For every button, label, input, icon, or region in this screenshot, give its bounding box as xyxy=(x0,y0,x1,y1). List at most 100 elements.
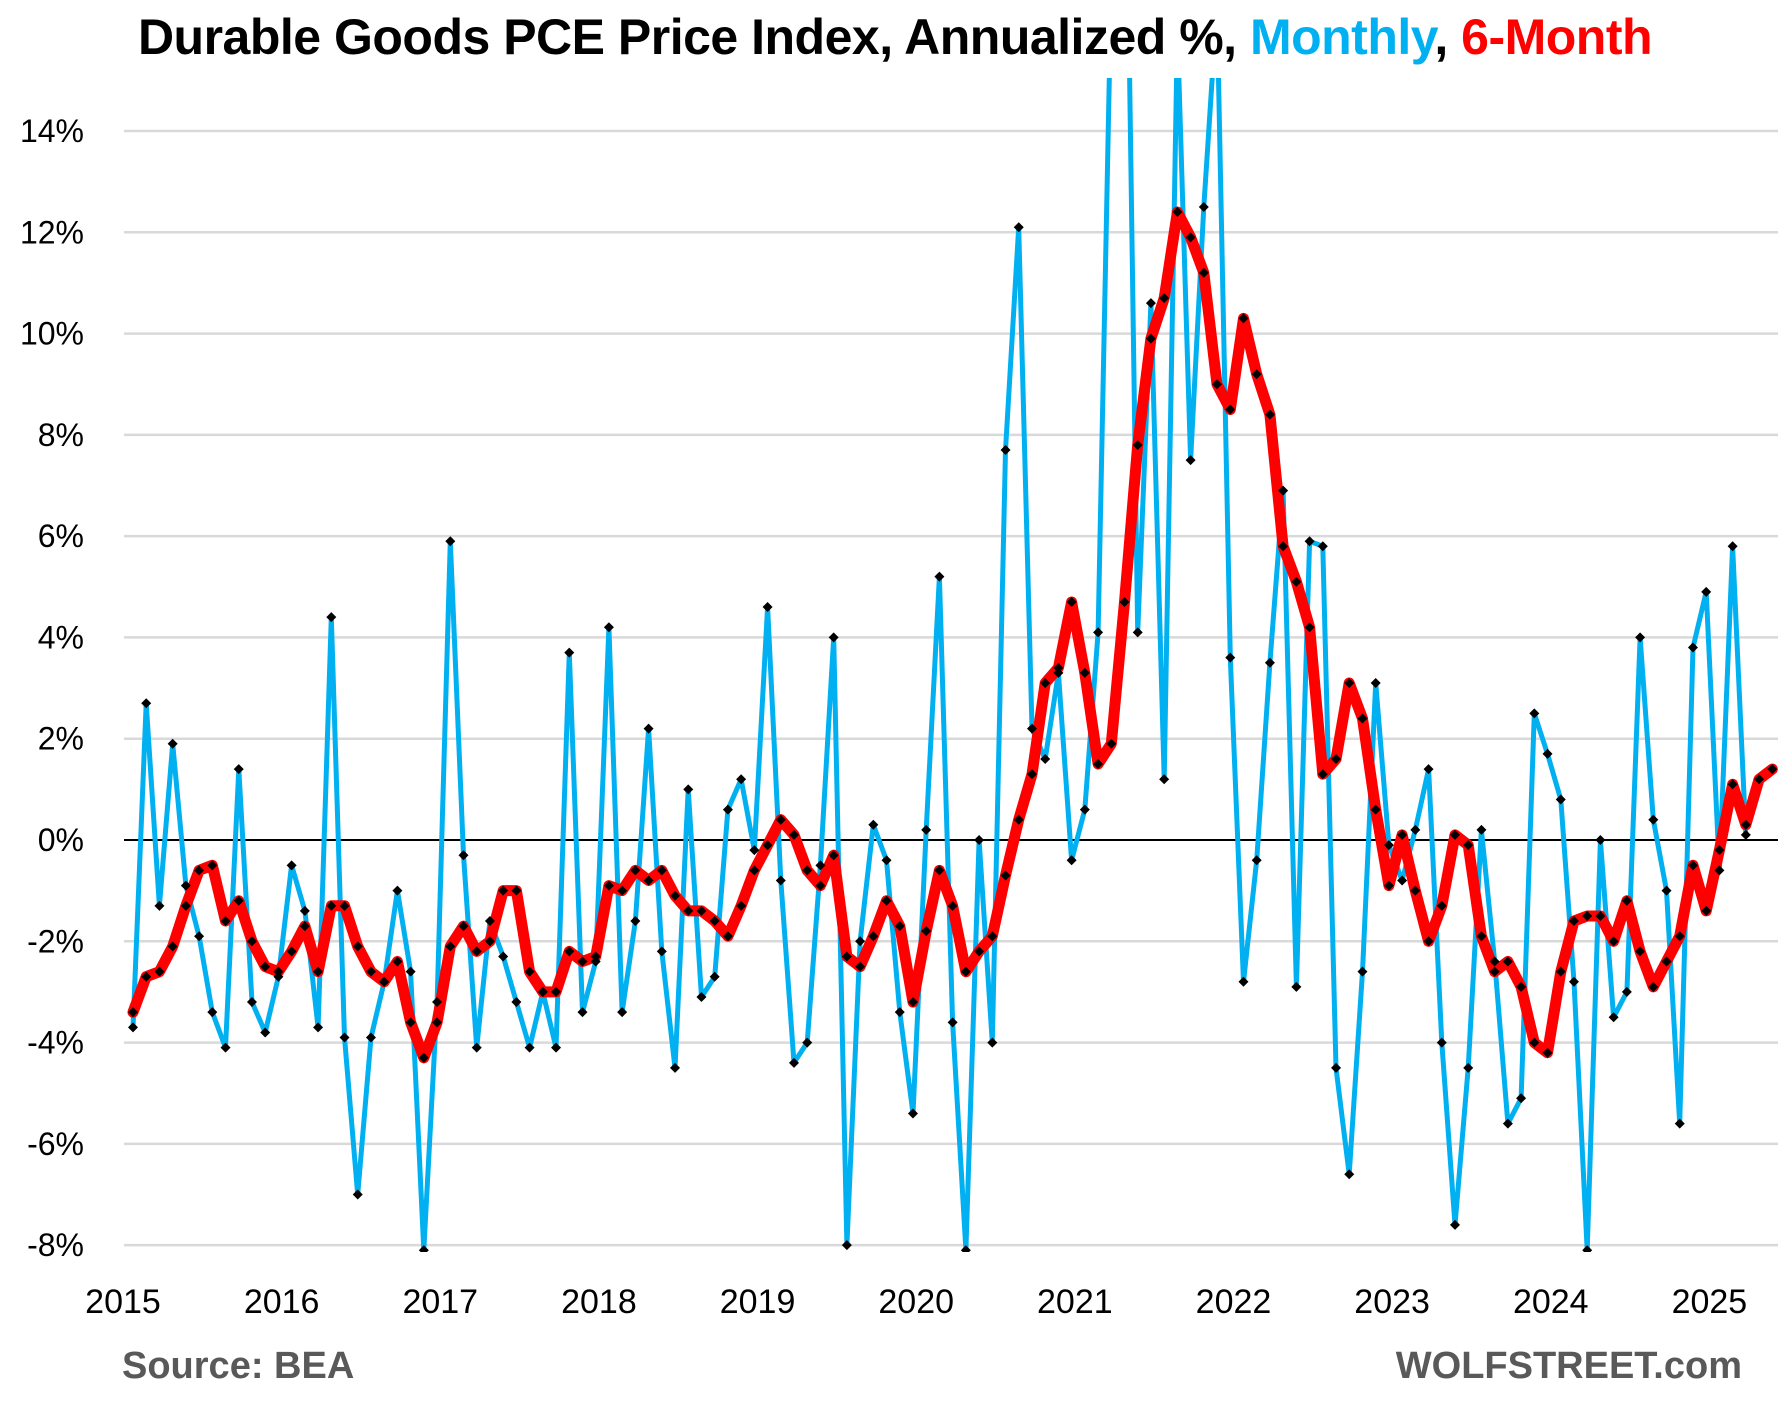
data-point-marker xyxy=(233,895,244,906)
y-tick-label: 0% xyxy=(38,822,84,858)
data-point-marker xyxy=(551,1042,562,1053)
data-point-marker xyxy=(564,946,575,957)
data-point-marker xyxy=(1357,966,1368,977)
data-point-marker xyxy=(1687,860,1698,871)
data-point-marker xyxy=(828,632,839,643)
data-point-marker xyxy=(1516,981,1527,992)
data-point-marker xyxy=(537,986,548,997)
data-point-marker xyxy=(1568,916,1579,927)
y-tick-label: 14% xyxy=(20,113,84,149)
data-point-marker xyxy=(1582,1245,1593,1252)
data-point-marker xyxy=(630,916,641,927)
title-monthly-legend: Monthly xyxy=(1249,9,1435,65)
data-point-marker xyxy=(432,997,443,1008)
data-point-marker xyxy=(511,997,522,1008)
data-point-marker xyxy=(1542,1047,1553,1058)
data-point-marker xyxy=(775,875,786,886)
data-point-marker xyxy=(1304,536,1315,547)
data-point-marker xyxy=(405,966,416,977)
data-point-marker xyxy=(656,946,667,957)
data-point-marker xyxy=(828,850,839,861)
data-point-marker xyxy=(789,1057,799,1068)
data-point-marker xyxy=(458,921,469,932)
data-point-marker xyxy=(960,1245,971,1252)
data-point-marker xyxy=(1145,298,1156,309)
data-point-marker xyxy=(458,850,469,861)
data-point-marker xyxy=(749,845,760,856)
data-point-marker xyxy=(696,991,707,1002)
data-point-marker xyxy=(392,956,403,967)
data-point-marker xyxy=(1066,855,1077,866)
data-point-marker xyxy=(1502,1118,1513,1129)
data-point-marker xyxy=(1053,667,1064,678)
data-point-marker xyxy=(299,905,310,916)
data-point-marker xyxy=(1740,829,1751,840)
data-point-marker xyxy=(881,895,892,906)
data-point-marker xyxy=(1040,753,1051,764)
data-point-marker xyxy=(1542,748,1553,759)
markers-monthly xyxy=(128,201,1751,1252)
data-point-marker xyxy=(1555,966,1566,977)
data-point-marker xyxy=(855,961,866,972)
data-point-marker xyxy=(352,1189,363,1200)
data-point-marker xyxy=(564,647,575,658)
data-point-marker xyxy=(1317,541,1328,552)
data-point-marker xyxy=(921,926,932,937)
data-point-marker xyxy=(643,875,654,886)
data-point-marker xyxy=(762,840,773,851)
series-monthly xyxy=(130,78,1749,1252)
data-point-marker xyxy=(1397,829,1408,840)
data-point-marker xyxy=(722,804,733,815)
data-point-marker xyxy=(1529,708,1540,719)
gridlines xyxy=(124,129,1778,1247)
data-point-marker xyxy=(1264,409,1275,420)
y-tick-label: 8% xyxy=(38,417,84,453)
data-point-marker xyxy=(868,931,879,942)
data-point-marker xyxy=(1251,369,1262,380)
data-point-marker xyxy=(220,916,231,927)
data-point-marker xyxy=(352,941,363,952)
brand-label: WOLFSTREET.com xyxy=(1395,1345,1742,1387)
data-point-marker xyxy=(246,936,257,947)
y-tick-label: 10% xyxy=(20,316,84,352)
data-point-marker xyxy=(603,880,614,891)
data-point-marker xyxy=(934,865,945,876)
data-point-marker xyxy=(551,986,562,997)
y-tick-label: 2% xyxy=(38,721,84,757)
data-point-marker xyxy=(656,865,667,876)
data-point-marker xyxy=(1410,885,1421,896)
data-point-marker xyxy=(1106,738,1117,749)
data-point-marker xyxy=(868,819,879,830)
data-point-marker xyxy=(590,956,601,967)
y-tick-label: -4% xyxy=(27,1025,84,1061)
data-point-marker xyxy=(286,860,297,871)
data-point-marker xyxy=(1701,905,1712,916)
title-prefix: Durable Goods PCE Price Index, Annualize… xyxy=(137,9,1250,65)
x-tick-label: 2025 xyxy=(1672,1283,1748,1321)
chart-title: Durable Goods PCE Price Index, Annualize… xyxy=(0,8,1790,66)
data-point-marker xyxy=(1436,900,1447,911)
data-point-marker xyxy=(313,966,324,977)
data-point-marker xyxy=(1013,814,1024,825)
data-point-marker xyxy=(313,1022,324,1033)
data-point-marker xyxy=(1291,981,1302,992)
data-point-marker xyxy=(762,602,773,613)
data-point-marker xyxy=(1225,404,1236,415)
data-point-marker xyxy=(1635,946,1646,957)
data-point-marker xyxy=(683,784,694,795)
data-point-marker xyxy=(1383,880,1394,891)
data-point-marker xyxy=(1278,485,1289,496)
data-point-marker xyxy=(1212,379,1223,390)
title-separator: , xyxy=(1434,9,1462,65)
data-point-marker xyxy=(1013,222,1024,233)
data-point-marker xyxy=(1423,764,1434,775)
x-tick-label: 2017 xyxy=(402,1283,478,1321)
data-point-marker xyxy=(1344,678,1355,689)
data-point-marker xyxy=(498,885,509,896)
data-point-marker xyxy=(1476,824,1487,835)
data-point-marker xyxy=(180,900,191,911)
data-point-marker xyxy=(511,885,522,896)
data-point-marker xyxy=(128,1007,138,1018)
y-tick-label: 6% xyxy=(38,518,84,554)
